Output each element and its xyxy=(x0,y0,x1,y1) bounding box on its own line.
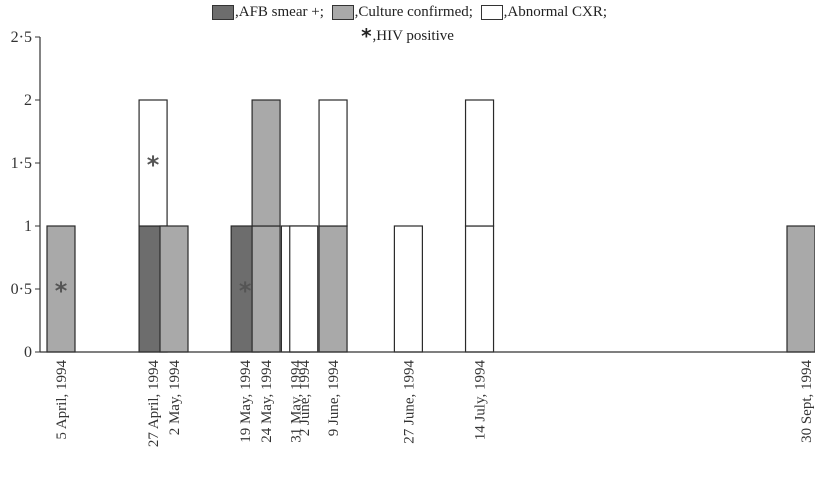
x-tick-label: 27 April, 1994 xyxy=(146,360,162,448)
bar-segment-culture xyxy=(786,225,815,353)
legend-swatch-afb xyxy=(211,5,234,20)
bar-segment-cxr xyxy=(464,99,495,227)
bars xyxy=(46,99,815,353)
hiv-marker-asterisk: * xyxy=(239,277,252,305)
bar-segment-cxr xyxy=(289,225,319,353)
x-tick-label: 5 April, 1994 xyxy=(54,360,70,440)
x-tick-label: 19 May, 1994 xyxy=(238,360,254,443)
legend-row-2: * ,HIV positive xyxy=(0,26,815,48)
bar-segment-culture xyxy=(251,225,281,353)
y-tick-label: 0 xyxy=(24,344,32,361)
legend-swatch-culture xyxy=(331,5,354,20)
y-tick-label: 1 xyxy=(24,218,32,235)
legend-item-culture: ,Culture confirmed; xyxy=(328,4,473,21)
x-tick-label: 24 May, 1994 xyxy=(259,360,275,443)
bar-segment-culture xyxy=(159,225,189,353)
y-tick-label: 2 xyxy=(24,92,32,109)
bar-segment-cxr xyxy=(138,99,168,227)
x-axis: 5 April, 1994 27 April, 1994 2 May, 1994 19… xyxy=(40,351,815,448)
legend-row-1: ,AFB smear +; ,Culture confirmed; ,Abnor… xyxy=(0,4,815,25)
bar-segment-culture xyxy=(251,99,281,227)
x-tick-label: 2 May, 1994 xyxy=(167,360,183,436)
x-tick-label: 14 July, 1994 xyxy=(473,360,489,441)
legend-label-afb: ,AFB smear +; xyxy=(234,4,324,20)
legend-item-afb: ,AFB smear +; xyxy=(208,4,324,21)
hiv-marker-asterisk: * xyxy=(147,151,160,179)
legend-item-hiv: * ,HIV positive xyxy=(361,26,454,46)
hiv-marker-asterisk: * xyxy=(55,277,68,305)
y-tick-label: 0·5 xyxy=(11,281,32,298)
legend-label-culture: ,Culture confirmed; xyxy=(354,4,473,20)
legend-item-cxr: ,Abnormal CXR; xyxy=(477,4,607,21)
asterisk-icon: * xyxy=(361,24,372,48)
x-tick-label: 2 June, 1994 xyxy=(297,360,313,437)
legend-swatch-cxr xyxy=(480,5,503,20)
bar-segment-cxr xyxy=(318,99,348,227)
legend-label-cxr: ,Abnormal CXR; xyxy=(503,4,608,20)
x-tick-label: 30 Sept, 1994 xyxy=(799,360,815,443)
x-tick-label: 31 May, 1994 xyxy=(288,360,304,443)
hiv-markers: * * * xyxy=(55,151,252,305)
bar-segment-cxr xyxy=(464,225,495,353)
x-tick-label: 9 June, 1994 xyxy=(326,360,342,437)
legend-label-hiv: ,HIV positive xyxy=(372,27,454,44)
bar-segment-cxr xyxy=(393,225,423,353)
y-tick-label: 2·5 xyxy=(11,29,32,46)
y-tick-label: 1·5 xyxy=(11,155,32,172)
x-tick-label: 27 June, 1994 xyxy=(401,360,417,444)
bar-segment-culture xyxy=(318,225,348,353)
y-axis: 0 0·5 1 1·5 2 2·5 xyxy=(11,29,41,361)
